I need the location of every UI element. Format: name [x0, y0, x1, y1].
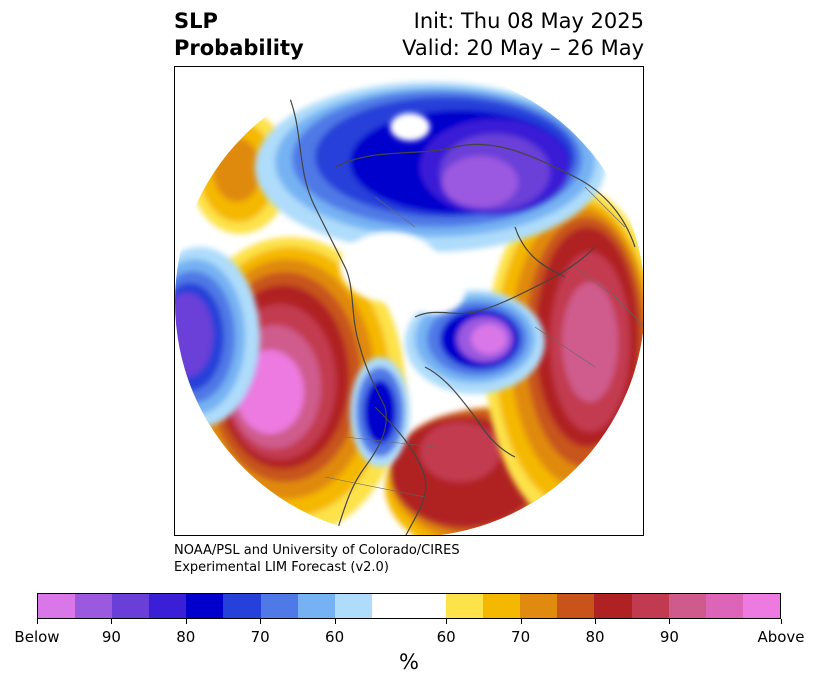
colorbar-tick-mark	[185, 619, 187, 624]
colorbar-tick-label: Below	[14, 628, 60, 646]
colorbar-tick-mark	[669, 619, 671, 624]
colorbar-below-segment	[75, 594, 113, 618]
colorbar-above-segment	[742, 594, 780, 618]
colorbar-tick-mark	[334, 619, 336, 624]
title-left: SLP Probability	[174, 8, 304, 62]
colorbar-tick-label: 80	[176, 628, 196, 646]
colorbar-tick-label: 60	[325, 628, 345, 646]
neutral-patches	[340, 113, 465, 314]
title-right: Init: Thu 08 May 2025 Valid: 20 May – 26…	[402, 8, 644, 62]
colorbar-tick-label: 90	[659, 628, 679, 646]
colorbar	[37, 593, 781, 619]
colorbar-above-segment	[446, 594, 484, 618]
colorbar-tick-label: 90	[101, 628, 121, 646]
colorbar-above-segment	[668, 594, 706, 618]
colorbar-below-segment	[38, 594, 76, 618]
arctic-low-region	[255, 82, 605, 252]
colorbar-tick-mark	[446, 619, 448, 624]
colorbar-tick-label: 70	[250, 628, 270, 646]
valid-range: Valid: 20 May – 26 May	[402, 36, 644, 60]
colorbar-unit: %	[399, 650, 419, 674]
colorbar-above-segment	[705, 594, 743, 618]
colorbar-tick-mark	[260, 619, 262, 624]
colorbar-above-segment	[557, 594, 595, 618]
credit-line-2: Experimental LIM Forecast (v2.0)	[174, 560, 389, 575]
probability-map-svg	[175, 67, 643, 535]
colorbar-tick-mark	[520, 619, 522, 624]
colorbar-tick-label: 80	[585, 628, 605, 646]
title-variable: SLP	[174, 9, 218, 33]
colorbar-below-segment	[260, 594, 298, 618]
colorbar-tick-mark	[595, 619, 596, 624]
polar-map	[174, 66, 644, 536]
colorbar-above-segment	[631, 594, 669, 618]
colorbar-tick-mark	[37, 619, 38, 624]
atlantic-high-region	[385, 407, 625, 535]
colorbar-below-segment	[334, 594, 372, 618]
colorbar-tick-mark	[111, 619, 113, 624]
colorbar-tick-label: Above	[757, 628, 805, 646]
colorbar-above-segment	[520, 594, 558, 618]
credit: NOAA/PSL and University of Colorado/CIRE…	[174, 542, 460, 576]
colorbar-tick-mark	[781, 619, 782, 624]
init-date: Init: Thu 08 May 2025	[413, 9, 644, 33]
colorbar-below-segment	[112, 594, 150, 618]
colorbar-tick-label: 60	[436, 628, 456, 646]
colorbar-above-segment	[594, 594, 632, 618]
colorbar-above-segment	[483, 594, 521, 618]
colorbar-below-segment	[297, 594, 335, 618]
colorbar-tick-label: 70	[511, 628, 531, 646]
political-borders	[324, 186, 643, 498]
west-low-region	[175, 247, 260, 427]
title-field: Probability	[174, 36, 304, 60]
colorbar-below-segment	[223, 594, 261, 618]
colorbar-below-segment	[149, 594, 187, 618]
colorbar-below-segment	[186, 594, 224, 618]
probability-field	[175, 67, 643, 535]
colorbar-neutral-segment	[371, 594, 447, 618]
credit-line-1: NOAA/PSL and University of Colorado/CIRE…	[174, 543, 460, 558]
atlantic-low-region	[405, 290, 545, 394]
